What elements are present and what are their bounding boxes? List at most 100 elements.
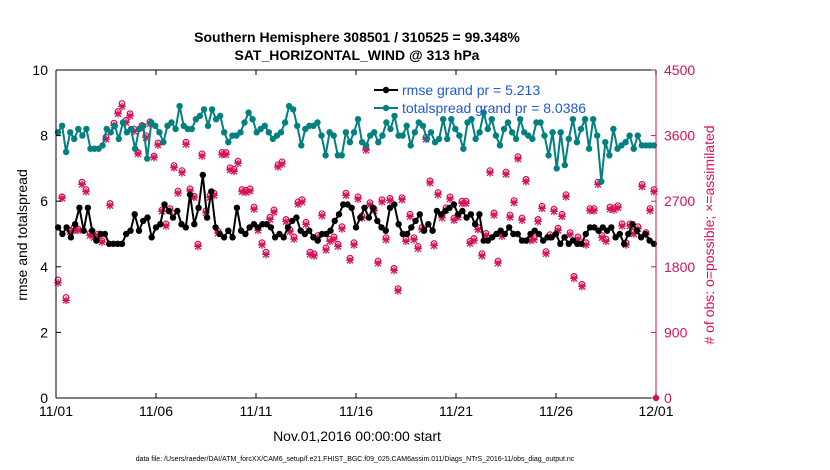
rmse-marker: [403, 230, 411, 238]
totalspread-marker: [484, 125, 491, 133]
obs-assimilated-marker: [342, 191, 350, 200]
obs-assimilated-marker: [322, 246, 330, 254]
totalspread-marker: [75, 125, 82, 133]
totalspread-line: [57, 104, 654, 182]
obs-assimilated-marker: [630, 230, 638, 238]
totalspread-marker: [602, 139, 609, 146]
obs-assimilated-marker: [198, 152, 206, 160]
obs-assimilated-marker: [550, 207, 558, 216]
obs-assimilated-marker: [434, 190, 442, 199]
totalspread-marker: [67, 129, 74, 136]
obs-assimilated-marker: [638, 182, 646, 191]
obs-assimilated-marker: [414, 244, 422, 253]
rmse-marker: [101, 230, 109, 238]
totalspread-marker: [565, 135, 572, 143]
obs-assimilated-marker: [278, 160, 286, 168]
totalspread-marker: [115, 135, 123, 143]
obs-assimilated-marker: [610, 206, 618, 214]
totalspread-marker: [200, 106, 208, 113]
obs-assimilated-marker: [478, 252, 486, 260]
rmse-marker: [148, 234, 155, 241]
obs-assimilated-marker: [650, 187, 658, 196]
totalspread-marker: [634, 132, 641, 139]
totalspread-marker: [440, 116, 447, 123]
totalspread-marker: [107, 129, 114, 136]
rmse-marker: [348, 204, 355, 211]
obs-assimilated-marker: [518, 216, 526, 224]
totalspread-marker: [140, 122, 147, 129]
y-tick-label-left: 4: [40, 259, 48, 275]
rmse-marker: [642, 230, 649, 238]
obs-assimilated-marker: [474, 225, 482, 234]
totalspread-marker: [208, 106, 216, 113]
rmse-marker: [535, 230, 543, 238]
y-tick-label-right: 0: [664, 390, 672, 406]
obs-assimilated-marker: [614, 203, 622, 212]
obs-assimilated-marker: [386, 196, 394, 205]
totalspread-marker: [585, 145, 593, 152]
obs-assimilated-marker: [258, 241, 266, 249]
rmse-marker: [208, 188, 215, 195]
rmse-marker: [280, 234, 287, 241]
obs-assimilated-marker: [482, 231, 490, 240]
rmse-marker: [450, 201, 458, 208]
obs-assimilated-marker: [390, 266, 398, 275]
totalspread-marker: [590, 116, 597, 123]
obs-assimilated-marker: [126, 112, 134, 120]
obs-assimilated-marker: [246, 187, 254, 195]
x-tick-label: 11/01: [39, 403, 73, 419]
obs-assimilated-marker: [486, 168, 494, 177]
obs-assimilated-marker: [242, 188, 250, 197]
rmse-marker: [629, 221, 636, 228]
totalspread-marker: [79, 132, 86, 139]
rmse-marker: [476, 211, 483, 218]
totalspread-marker: [435, 135, 443, 143]
obs-assimilated-marker: [174, 189, 182, 197]
legend-spread-marker: [382, 104, 390, 112]
obs-assimilated-marker: [210, 191, 218, 200]
obs-assimilated-marker: [494, 259, 502, 267]
rmse-marker: [578, 240, 585, 247]
rmse-marker: [71, 221, 79, 228]
totalspread-marker: [379, 132, 386, 139]
obs-assimilated-marker: [134, 150, 142, 158]
y-tick-label-right: 3600: [664, 128, 695, 144]
obs-assimilated-marker: [470, 236, 478, 245]
totalspread-marker: [573, 139, 581, 146]
obs-assimilated-marker: [618, 222, 626, 230]
obs-assimilated-marker: [286, 228, 294, 236]
rmse-marker: [233, 204, 241, 211]
obs-assimilated-marker: [66, 228, 74, 236]
totalspread-marker: [594, 132, 601, 139]
obs-assimilated-marker: [462, 199, 470, 208]
obs-assimilated-marker: [302, 220, 310, 229]
totalspread-marker: [561, 161, 568, 169]
totalspread-marker: [460, 145, 467, 152]
totalspread-marker: [330, 132, 337, 139]
rmse-marker: [412, 217, 419, 225]
totalspread-marker: [610, 125, 617, 133]
obs-assimilated-marker: [410, 236, 418, 244]
rmse-marker: [625, 230, 632, 238]
obs-assimilated-marker: [194, 242, 202, 251]
totalspread-marker: [168, 119, 175, 126]
rmse-marker: [369, 204, 377, 211]
totalspread-marker: [512, 135, 520, 143]
rmse-marker: [365, 214, 372, 221]
rmse-marker: [425, 221, 432, 228]
obs-assimilated-marker: [82, 187, 90, 196]
totalspread-marker: [338, 152, 345, 159]
totalspread-marker: [581, 116, 589, 123]
rmse-marker: [408, 224, 415, 231]
obs-assimilated-marker: [382, 236, 390, 244]
rmse-marker: [352, 224, 360, 231]
obs-assimilated-marker: [590, 206, 598, 215]
totalspread-marker: [144, 155, 151, 162]
obs-assimilated-marker: [426, 179, 434, 187]
obs-assimilated-marker: [226, 166, 234, 174]
totalspread-marker: [626, 132, 633, 139]
obs-assimilated-marker: [114, 109, 122, 118]
totalspread-marker: [346, 139, 354, 146]
obs-assimilated-marker: [158, 207, 166, 216]
